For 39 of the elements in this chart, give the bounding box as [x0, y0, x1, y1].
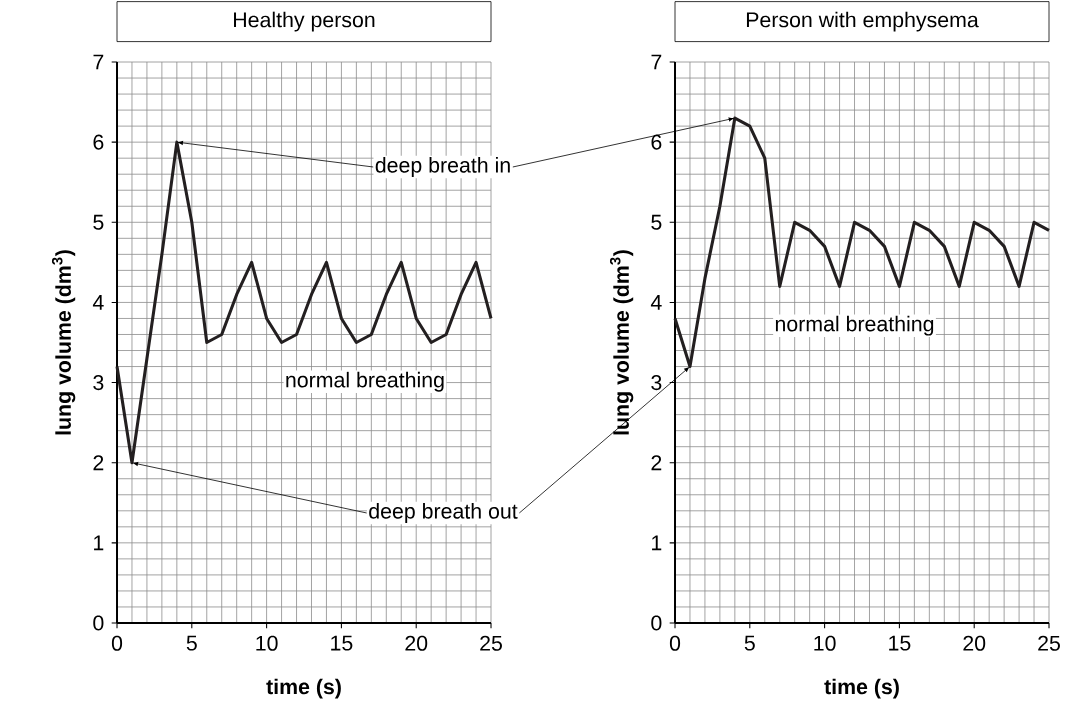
y-tick-label: 2: [93, 455, 104, 471]
annotation: normal breathing: [775, 315, 934, 336]
y-tick-label: 3: [651, 375, 662, 391]
annotation: normal breathing: [286, 372, 444, 392]
y-tick-label: 6: [93, 134, 104, 150]
x-tick-label: 10: [256, 635, 278, 651]
x-tick-label: 20: [963, 635, 986, 651]
chart-title: Person with emphysema: [746, 11, 979, 32]
y-tick-label: 5: [651, 215, 662, 230]
y-tick-label: 1: [94, 535, 104, 551]
y-tick-label: 2: [651, 455, 662, 471]
y-axis-title: lung volume (dm$^{3}$): [51, 250, 76, 435]
x-axis-title: time (s): [266, 678, 341, 699]
y-tick-label: 7: [93, 54, 104, 70]
y-tick-label: 0: [93, 615, 104, 631]
y-tick-label: 7: [651, 54, 662, 70]
y-axis-title: lung volume (dm$^{3}$): [609, 250, 634, 435]
x-tick-label: 15: [889, 635, 911, 651]
y-tick-label: 3: [93, 375, 104, 391]
x-tick-label: 10: [814, 635, 836, 651]
y-tick-label: 4: [92, 295, 104, 310]
x-tick-label: 5: [744, 635, 755, 651]
y-tick-label: 6: [651, 134, 662, 150]
y-tick-label: 0: [651, 615, 662, 631]
line-series: [115, 140, 493, 465]
chart-title: Healthy person: [234, 11, 375, 32]
x-tick-label: 0: [111, 635, 123, 651]
annotation: deep breath in: [375, 157, 510, 178]
x-axis-title: time (s): [824, 678, 899, 699]
x-tick-label: 20: [405, 635, 428, 651]
x-tick-label: 0: [669, 635, 681, 651]
annotation: deep breath out: [369, 503, 518, 524]
y-tick-label: 1: [652, 535, 662, 551]
y-tick-label: 5: [93, 215, 104, 230]
x-tick-label: 15: [331, 635, 353, 651]
x-tick-label: 25: [1038, 635, 1060, 651]
x-tick-label: 5: [186, 635, 197, 651]
x-tick-label: 25: [480, 635, 502, 651]
y-tick-label: 4: [650, 295, 662, 310]
